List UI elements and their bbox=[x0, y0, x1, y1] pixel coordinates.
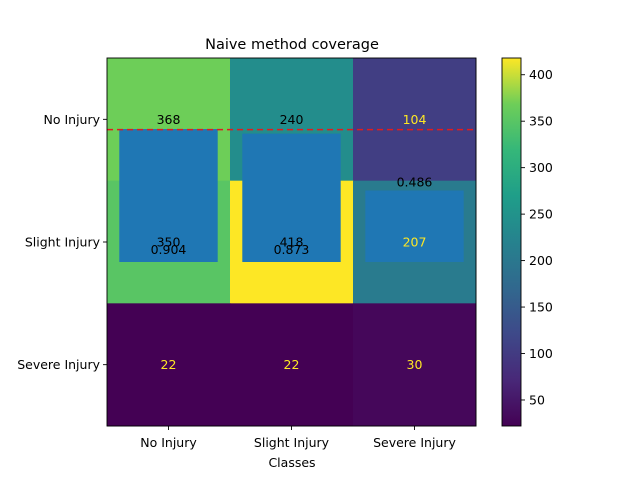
x-tick-label: No Injury bbox=[140, 435, 197, 450]
colorbar-tick-label: 250 bbox=[529, 207, 553, 222]
overlay-bar bbox=[242, 133, 341, 262]
overlay-bar bbox=[119, 129, 218, 262]
y-tick-label: Severe Injury bbox=[17, 357, 100, 372]
colorbar bbox=[501, 57, 522, 427]
heatmap-cell bbox=[353, 58, 477, 182]
colorbar-tick-label: 50 bbox=[529, 392, 545, 407]
cell-value-label: 418 bbox=[280, 235, 304, 250]
cell-value-label: 22 bbox=[161, 357, 177, 372]
cell-value-label: 30 bbox=[407, 357, 423, 372]
colorbar-tick-label: 150 bbox=[529, 300, 553, 315]
cell-value-label: 368 bbox=[157, 112, 181, 127]
colorbar-tick-label: 200 bbox=[529, 253, 553, 268]
cell-value-label: 240 bbox=[280, 112, 304, 127]
colorbar-tick-label: 100 bbox=[529, 346, 553, 361]
cell-value-label: 207 bbox=[403, 235, 427, 250]
x-tick-label: Slight Injury bbox=[254, 435, 330, 450]
colorbar-tick-label: 300 bbox=[529, 160, 553, 175]
colorbar-tick-label: 350 bbox=[529, 114, 553, 129]
overlay-bar-label: 0.486 bbox=[397, 175, 433, 190]
overlay-bar-label: 0.904 bbox=[151, 242, 187, 257]
heatmap-cell bbox=[107, 303, 231, 427]
overlay-bar-label: 0.873 bbox=[274, 242, 310, 257]
cell-value-label: 104 bbox=[403, 112, 427, 127]
heatmap-cell bbox=[353, 303, 477, 427]
x-axis-label: Classes bbox=[268, 455, 315, 470]
cell-value-label: 22 bbox=[284, 357, 300, 372]
cell-value-label: 350 bbox=[157, 235, 181, 250]
colorbar-tick-label: 400 bbox=[529, 67, 553, 82]
x-tick-label: Severe Injury bbox=[373, 435, 456, 450]
heatmap-cell bbox=[230, 303, 354, 427]
y-tick-label: No Injury bbox=[43, 112, 100, 127]
y-tick-label: Slight Injury bbox=[25, 235, 101, 250]
chart-title: Naive method coverage bbox=[205, 37, 379, 53]
overlay-bar bbox=[365, 190, 464, 262]
